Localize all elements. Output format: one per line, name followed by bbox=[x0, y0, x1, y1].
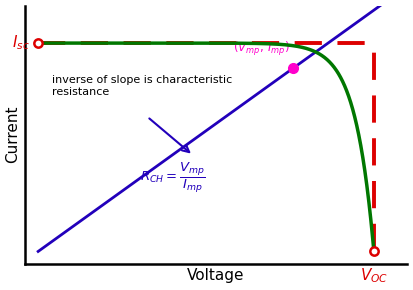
Text: inverse of slope is characteristic
resistance: inverse of slope is characteristic resis… bbox=[52, 75, 232, 97]
Text: $\mathit{I_{sc}}$: $\mathit{I_{sc}}$ bbox=[12, 34, 30, 52]
X-axis label: Voltage: Voltage bbox=[188, 268, 245, 283]
Text: $\mathit{(V_{mp},\,I_{mp})}$: $\mathit{(V_{mp},\,I_{mp})}$ bbox=[233, 40, 290, 58]
Y-axis label: Current: Current bbox=[5, 106, 21, 164]
Text: $R_{CH} = \dfrac{V_{mp}}{I_{mp}}$: $R_{CH} = \dfrac{V_{mp}}{I_{mp}}$ bbox=[140, 161, 205, 195]
Text: $\mathit{V_{OC}}$: $\mathit{V_{OC}}$ bbox=[360, 266, 388, 285]
